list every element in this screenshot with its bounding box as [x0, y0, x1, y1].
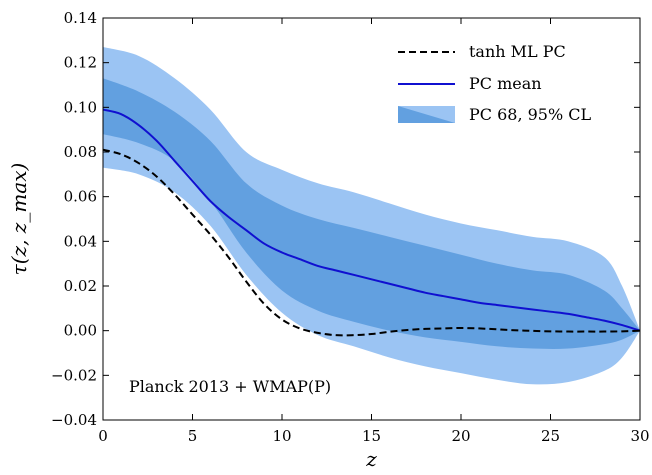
annotation-label: Planck 2013 + WMAP(P) — [129, 377, 331, 396]
confidence-bands — [103, 47, 640, 385]
x-tick-label: 25 — [541, 427, 560, 445]
y-tick-label: −0.04 — [51, 411, 97, 429]
y-tick-label: 0.10 — [64, 98, 97, 116]
x-tick-label: 5 — [188, 427, 198, 445]
legend: tanh ML PC PC mean PC 68, 95% CL — [398, 42, 592, 124]
x-axis-title: z — [365, 447, 377, 471]
band-68-cl — [103, 78, 640, 349]
x-tick-label: 10 — [272, 427, 291, 445]
series-line-tanh-ml — [102, 148, 641, 337]
y-tick-label: 0.14 — [64, 9, 97, 27]
legend-label-ml: tanh ML PC — [469, 42, 566, 61]
y-tick-label: 0.02 — [64, 277, 97, 295]
axis-ticks — [102, 17, 641, 421]
y-tick-label: 0.04 — [64, 232, 97, 250]
series-line-pc-mean — [102, 108, 641, 332]
y-tick-label: 0.12 — [64, 54, 97, 72]
x-tick-label: 0 — [98, 427, 108, 445]
series-lines — [102, 108, 641, 337]
y-tick-label: 0.08 — [64, 143, 97, 161]
y-tick-label: 0.06 — [64, 188, 97, 206]
x-tick-label: 15 — [362, 427, 381, 445]
y-tick-label: −0.02 — [51, 366, 97, 384]
plot-area — [102, 17, 641, 421]
legend-swatch-band-68 — [398, 106, 455, 123]
legend-label-band: PC 68, 95% CL — [469, 105, 592, 124]
y-axis-title: τ(z, z_max) — [7, 163, 31, 276]
legend-label-mean: PC mean — [469, 74, 542, 93]
y-tick-label: 0.00 — [64, 322, 97, 340]
x-tick-label: 20 — [451, 427, 470, 445]
x-tick-label: 30 — [630, 427, 649, 445]
